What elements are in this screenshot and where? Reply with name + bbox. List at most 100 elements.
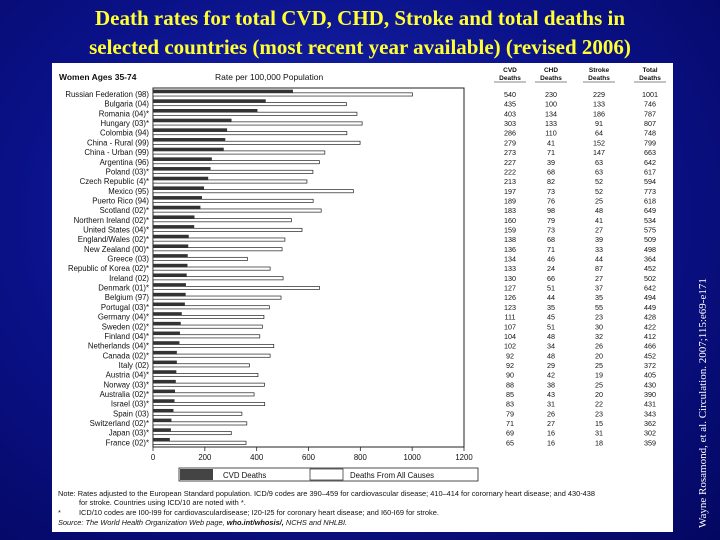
table-value: 32 bbox=[595, 332, 603, 341]
total-deaths-bar bbox=[152, 411, 243, 416]
table-value: 133 bbox=[545, 119, 557, 128]
table-value: 540 bbox=[504, 90, 516, 99]
total-deaths-bar bbox=[152, 92, 413, 97]
table-value: 286 bbox=[504, 129, 516, 138]
table-value: 372 bbox=[644, 361, 656, 370]
table-value: 41 bbox=[547, 138, 555, 147]
country-label: Norway (03)* bbox=[104, 380, 150, 389]
source-link[interactable]: who.int/whosis/, bbox=[226, 518, 284, 527]
table-value: 663 bbox=[644, 148, 656, 157]
table-value: 37 bbox=[595, 284, 603, 293]
cvd-deaths-bar bbox=[153, 147, 224, 152]
table-value: 748 bbox=[644, 129, 656, 138]
table-value: 30 bbox=[595, 322, 603, 331]
table-header-line2: Deaths bbox=[639, 75, 661, 82]
table-value: 230 bbox=[545, 90, 557, 99]
table-value: 642 bbox=[644, 158, 656, 167]
country-label: China - Urban (99) bbox=[84, 148, 149, 157]
table-value: 390 bbox=[644, 390, 656, 399]
table-value: 303 bbox=[504, 119, 516, 128]
cvd-deaths-bar bbox=[153, 108, 258, 113]
table-header-line1: CHD bbox=[544, 67, 558, 74]
table-value: 15 bbox=[595, 419, 603, 428]
table-value: 25 bbox=[595, 361, 603, 370]
cvd-deaths-bar bbox=[153, 138, 226, 142]
slide-title-line-2: selected countries (most recent year ava… bbox=[89, 35, 631, 59]
cvd-deaths-bar bbox=[153, 176, 209, 181]
table-value: 746 bbox=[644, 100, 656, 109]
total-deaths-bar bbox=[152, 247, 283, 252]
chart-panel: Women Ages 35-74 Rate per 100,000 Popula… bbox=[52, 63, 673, 532]
x-tick-label: 1000 bbox=[403, 453, 421, 462]
total-deaths-bar bbox=[152, 169, 314, 174]
table-value: 133 bbox=[504, 264, 516, 273]
table-value: 55 bbox=[595, 303, 603, 312]
table-value: 160 bbox=[504, 216, 516, 225]
table-value: 65 bbox=[506, 438, 514, 447]
table-value: 302 bbox=[644, 429, 656, 438]
table-value: 273 bbox=[504, 148, 516, 157]
cvd-deaths-bar bbox=[153, 292, 186, 297]
table-value: 138 bbox=[504, 235, 516, 244]
table-value: 51 bbox=[547, 284, 555, 293]
table-value: 38 bbox=[547, 380, 555, 389]
table-value: 773 bbox=[644, 187, 656, 196]
table-value: 48 bbox=[547, 332, 555, 341]
legend-total-swatch bbox=[309, 468, 344, 481]
table-value: 126 bbox=[504, 293, 516, 302]
table-value: 85 bbox=[506, 390, 514, 399]
table-value: 430 bbox=[644, 380, 656, 389]
table-value: 134 bbox=[504, 255, 516, 264]
table-value: 79 bbox=[506, 409, 514, 418]
total-deaths-bar bbox=[152, 189, 354, 194]
table-value: 435 bbox=[504, 100, 516, 109]
table-value: 618 bbox=[644, 196, 656, 205]
x-tick-label: 400 bbox=[250, 453, 264, 462]
country-label: Poland (03)* bbox=[106, 167, 149, 176]
x-tick-label: 200 bbox=[198, 453, 212, 462]
cvd-deaths-bar bbox=[153, 302, 185, 306]
table-value: 362 bbox=[644, 419, 656, 428]
total-deaths-bar bbox=[152, 121, 363, 126]
table-value: 48 bbox=[547, 351, 555, 360]
table-value: 279 bbox=[504, 138, 516, 147]
country-label: China - Rural (99) bbox=[87, 138, 149, 147]
cvd-deaths-bar bbox=[153, 128, 228, 132]
table-value: 799 bbox=[644, 138, 656, 147]
note-line-3-star: * bbox=[58, 508, 61, 517]
country-label: France (02)* bbox=[106, 438, 149, 447]
table-header-line1: Total bbox=[642, 67, 657, 74]
table-value: 87 bbox=[595, 264, 603, 273]
total-deaths-bar bbox=[152, 392, 255, 397]
legend-box bbox=[178, 467, 479, 482]
table-value: 26 bbox=[547, 409, 555, 418]
table-value: 649 bbox=[644, 206, 656, 215]
table-value: 123 bbox=[504, 303, 516, 312]
table-value: 24 bbox=[547, 264, 555, 273]
cvd-deaths-bar bbox=[153, 89, 293, 94]
table-value: 42 bbox=[547, 371, 555, 380]
cvd-deaths-bar bbox=[153, 205, 201, 210]
table-value: 63 bbox=[595, 158, 603, 167]
table-value: 71 bbox=[506, 419, 514, 428]
table-value: 23 bbox=[595, 409, 603, 418]
country-label: Canada (02)* bbox=[103, 351, 149, 360]
table-value: 31 bbox=[547, 400, 555, 409]
total-deaths-bar bbox=[152, 218, 292, 223]
table-value: 43 bbox=[547, 390, 555, 399]
table-value: 466 bbox=[644, 342, 656, 351]
cvd-deaths-bar bbox=[153, 254, 188, 258]
cvd-deaths-bar bbox=[153, 408, 174, 413]
table-value: 22 bbox=[595, 400, 603, 409]
table-value: 449 bbox=[644, 303, 656, 312]
total-deaths-bar bbox=[152, 353, 271, 358]
table-value: 27 bbox=[595, 274, 603, 283]
table-value: 787 bbox=[644, 109, 656, 118]
table-value: 76 bbox=[547, 196, 555, 205]
cvd-deaths-bar bbox=[153, 99, 266, 103]
table-value: 48 bbox=[595, 206, 603, 215]
table-value: 102 bbox=[504, 342, 516, 351]
table-value: 29 bbox=[547, 361, 555, 370]
country-label: Russian Federation (98) bbox=[65, 90, 149, 99]
cvd-deaths-bar bbox=[153, 263, 188, 268]
